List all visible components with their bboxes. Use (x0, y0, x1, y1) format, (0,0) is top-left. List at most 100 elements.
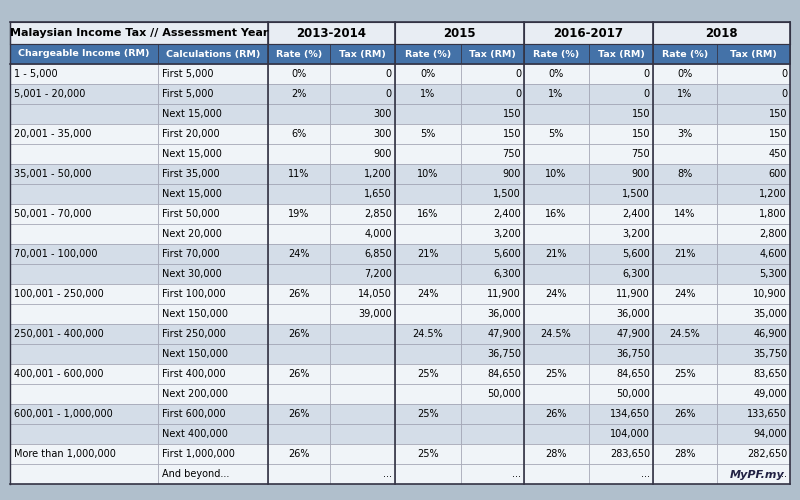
Text: And beyond...: And beyond... (162, 469, 230, 479)
Bar (461, 184, 524, 204)
Bar (330, 164, 395, 184)
Bar (461, 464, 524, 484)
Bar (395, 22, 524, 44)
Text: 16%: 16% (546, 209, 566, 219)
Text: 1 - 5,000: 1 - 5,000 (14, 69, 58, 79)
Text: Chargeable Income (RM): Chargeable Income (RM) (18, 50, 150, 58)
Text: First 35,000: First 35,000 (162, 169, 220, 179)
Text: 14,050: 14,050 (358, 289, 392, 299)
Bar (330, 244, 395, 264)
Text: 100,001 - 250,000: 100,001 - 250,000 (14, 289, 104, 299)
Text: 28%: 28% (546, 449, 566, 459)
Bar (10, 204, 158, 224)
Text: 2018: 2018 (705, 26, 738, 40)
Text: 6,300: 6,300 (494, 269, 521, 279)
Bar (589, 104, 653, 124)
Text: 2%: 2% (291, 89, 306, 99)
Text: Next 15,000: Next 15,000 (162, 149, 222, 159)
Text: 900: 900 (632, 169, 650, 179)
Bar (653, 184, 717, 204)
Bar (268, 464, 330, 484)
Bar (330, 204, 395, 224)
Bar (589, 464, 653, 484)
Bar (461, 424, 524, 444)
Text: 2,850: 2,850 (364, 209, 392, 219)
Bar (524, 264, 589, 284)
Text: 26%: 26% (288, 409, 310, 419)
Text: 250,001 - 400,000: 250,001 - 400,000 (14, 329, 104, 339)
Text: 2015: 2015 (442, 26, 475, 40)
Bar (717, 364, 790, 384)
Bar (330, 324, 395, 344)
Bar (589, 424, 653, 444)
Bar (268, 184, 330, 204)
Text: 14%: 14% (674, 209, 696, 219)
Bar (158, 284, 268, 304)
Text: 1,650: 1,650 (364, 189, 392, 199)
Bar (395, 344, 461, 364)
Bar (10, 404, 158, 424)
Bar (589, 404, 653, 424)
Text: 0%: 0% (548, 69, 564, 79)
Bar (461, 144, 524, 164)
Bar (268, 244, 330, 264)
Bar (268, 424, 330, 444)
Text: 20,001 - 35,000: 20,001 - 35,000 (14, 129, 91, 139)
Bar (524, 204, 589, 224)
Text: 1%: 1% (548, 89, 564, 99)
Bar (524, 64, 589, 84)
Bar (268, 304, 330, 324)
Bar (395, 424, 461, 444)
Text: 150: 150 (631, 129, 650, 139)
Bar (461, 364, 524, 384)
Bar (524, 144, 589, 164)
Text: 0: 0 (515, 89, 521, 99)
Bar (524, 404, 589, 424)
Bar (653, 124, 717, 144)
Text: 50,000: 50,000 (616, 389, 650, 399)
Bar (395, 364, 461, 384)
Bar (653, 344, 717, 364)
Bar (524, 324, 589, 344)
Bar (395, 264, 461, 284)
Bar (653, 144, 717, 164)
Bar (268, 224, 330, 244)
Bar (524, 224, 589, 244)
Bar (717, 444, 790, 464)
Bar (268, 364, 330, 384)
Text: 36,750: 36,750 (487, 349, 521, 359)
Text: Next 400,000: Next 400,000 (162, 429, 228, 439)
Bar (395, 204, 461, 224)
Text: First 600,000: First 600,000 (162, 409, 226, 419)
Bar (653, 204, 717, 224)
Bar (524, 464, 589, 484)
Text: 21%: 21% (674, 249, 696, 259)
Text: 8%: 8% (678, 169, 693, 179)
Text: Malaysian Income Tax // Assessment Year: Malaysian Income Tax // Assessment Year (10, 28, 268, 38)
Bar (158, 404, 268, 424)
Bar (717, 64, 790, 84)
Text: 36,000: 36,000 (616, 309, 650, 319)
Bar (524, 44, 589, 64)
Text: First 5,000: First 5,000 (162, 69, 214, 79)
Text: 750: 750 (502, 149, 521, 159)
Bar (268, 324, 330, 344)
Bar (330, 444, 395, 464)
Text: Tax (RM): Tax (RM) (338, 50, 386, 58)
Text: Rate (%): Rate (%) (405, 50, 451, 58)
Bar (268, 284, 330, 304)
Text: 70,001 - 100,000: 70,001 - 100,000 (14, 249, 98, 259)
Bar (158, 184, 268, 204)
Text: First 70,000: First 70,000 (162, 249, 220, 259)
Text: 4,000: 4,000 (364, 229, 392, 239)
Text: 300: 300 (374, 109, 392, 119)
Text: 26%: 26% (546, 409, 566, 419)
Bar (158, 264, 268, 284)
Text: 450: 450 (769, 149, 787, 159)
Text: 11,900: 11,900 (616, 289, 650, 299)
Text: 84,650: 84,650 (616, 369, 650, 379)
Bar (395, 384, 461, 404)
Text: ...: ... (512, 469, 521, 479)
Bar (330, 344, 395, 364)
Bar (268, 104, 330, 124)
